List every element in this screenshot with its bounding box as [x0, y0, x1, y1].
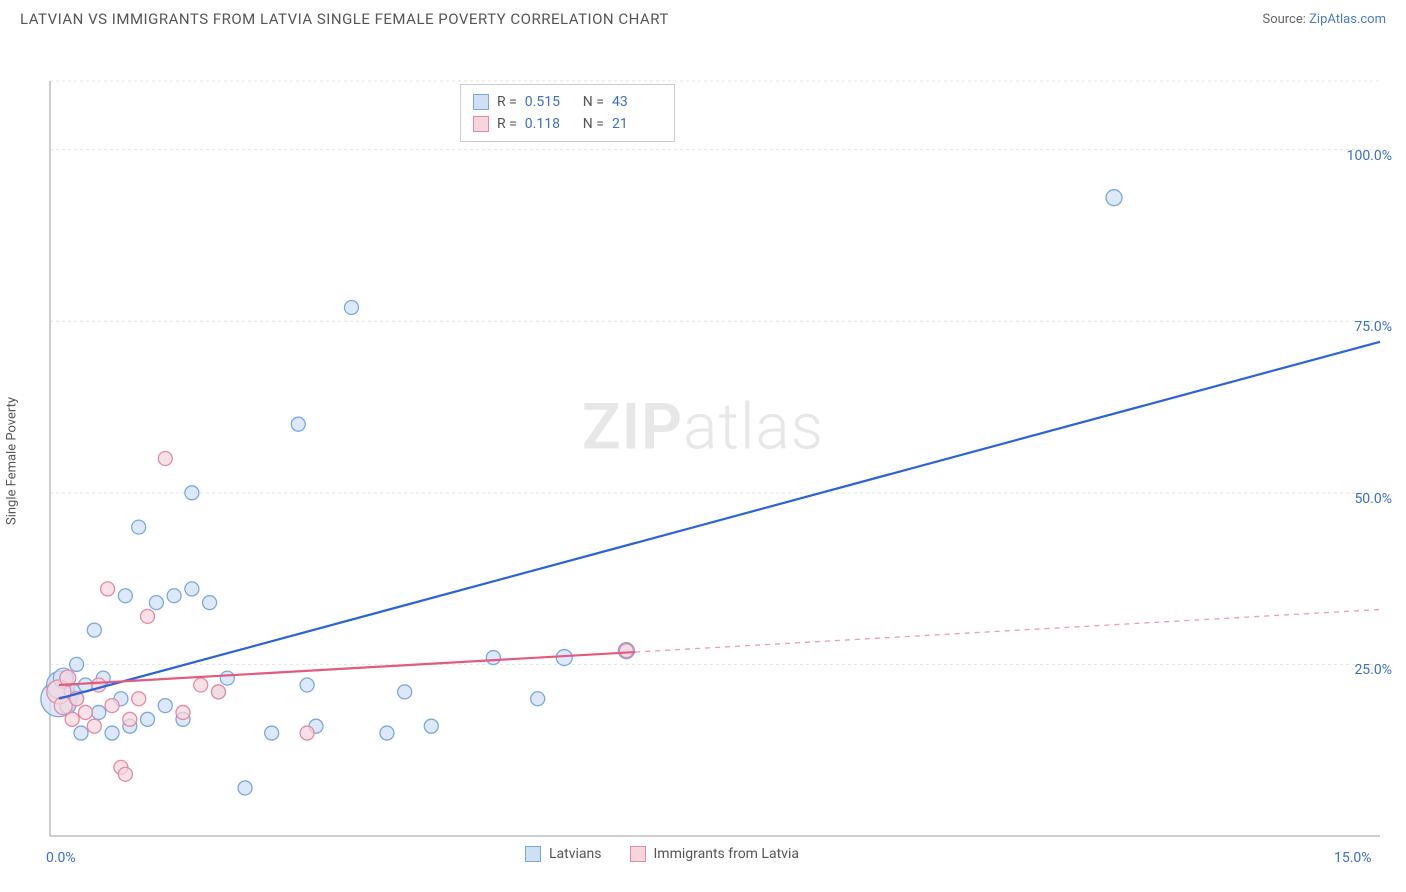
legend-row-latvians: R =0.515N =43: [473, 91, 662, 113]
series-legend-label: Immigrants from Latvia: [654, 846, 799, 862]
legend-swatch: [630, 846, 646, 862]
chart-area: Single Female Poverty ZIPatlas R =0.515N…: [0, 36, 1406, 886]
x-tick-label: 15.0%: [1334, 850, 1372, 866]
chart-title: LATVIAN VS IMMIGRANTS FROM LATVIA SINGLE…: [20, 10, 669, 28]
y-tick-label: 75.0%: [1354, 319, 1392, 335]
source-label: Source:: [1262, 12, 1309, 27]
series-legend-item-immigrants: Immigrants from Latvia: [630, 846, 799, 862]
series-legend-label: Latvians: [549, 846, 602, 862]
y-tick-label: 100.0%: [1347, 148, 1392, 164]
series-legend-item-latvians: Latvians: [525, 846, 602, 862]
y-axis-label: Single Female Poverty: [5, 397, 20, 525]
x-tick-label: 0.0%: [46, 850, 76, 866]
source-link[interactable]: ZipAtlas.com: [1309, 12, 1386, 27]
legend-swatch: [473, 94, 489, 110]
source-attribution: Source: ZipAtlas.com: [1262, 12, 1386, 27]
scatter-plot-svg: [0, 36, 1406, 886]
correlation-legend: R =0.515N =43R =0.118N =21: [460, 84, 675, 142]
legend-swatch: [473, 116, 489, 132]
y-tick-label: 50.0%: [1354, 491, 1392, 507]
legend-row-immigrants: R =0.118N =21: [473, 113, 662, 135]
y-tick-label: 25.0%: [1354, 662, 1392, 678]
series-legend: Latvians Immigrants from Latvia: [525, 846, 799, 862]
legend-swatch: [525, 846, 541, 862]
